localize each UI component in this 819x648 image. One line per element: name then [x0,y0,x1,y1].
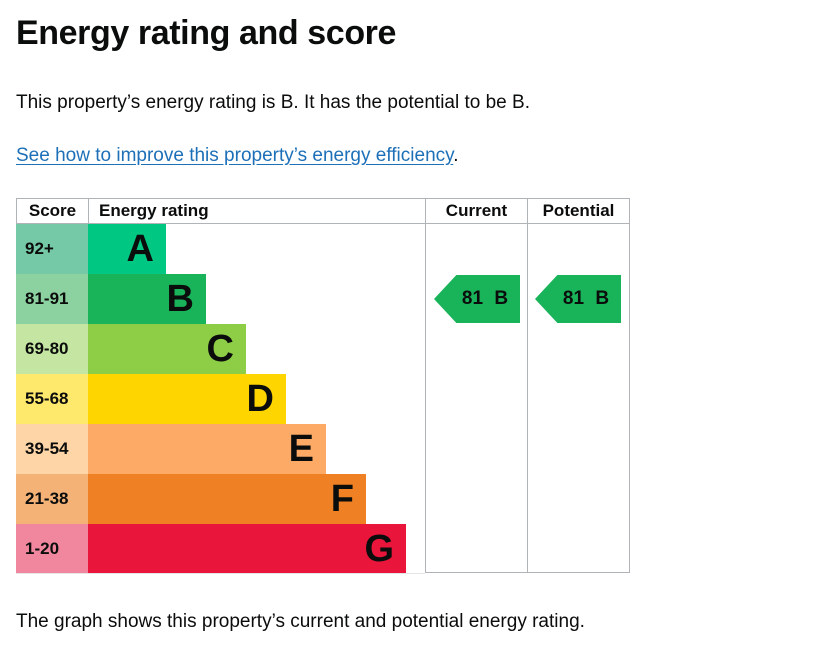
band-letter: C [206,328,234,370]
potential-rating-arrow: 81 B [535,275,621,323]
epc-band-row: 39-54 E [16,424,630,474]
result-columns-divider [527,224,528,572]
band-letter: B [166,278,194,320]
band-score-cell: 21-38 [16,474,88,524]
page-title: Energy rating and score [16,14,397,52]
improve-link-line: See how to improve this property’s energ… [16,145,459,167]
epc-band-row: 92+ A [16,224,630,274]
epc-chart-header: Score Energy rating Current Potential [16,198,630,224]
band-bar: C [88,324,246,374]
link-suffix: . [453,145,459,166]
band-letter: E [288,428,314,470]
epc-band-row: 81-91 B [16,274,630,324]
chart-baseline [16,573,425,574]
band-score-cell: 1-20 [16,524,88,574]
improve-energy-efficiency-link[interactable]: See how to improve this property’s energ… [16,145,454,166]
band-score-cell: 55-68 [16,374,88,424]
band-bar: D [88,374,286,424]
band-score-cell: 81-91 [16,274,88,324]
band-letter: G [364,528,394,570]
epc-rating-chart: Score Energy rating Current Potential 92… [16,198,630,574]
band-bar: B [88,274,206,324]
chart-caption: The graph shows this property’s current … [16,611,585,632]
band-score-cell: 92+ [16,224,88,274]
band-score-cell: 69-80 [16,324,88,374]
band-letter: F [330,478,354,520]
header-cell-current: Current [425,199,527,223]
header-cell-energy-rating: Energy rating [88,199,425,223]
potential-rating-label: 81 B [562,288,610,309]
epc-band-row: 55-68 D [16,374,630,424]
result-columns-grid [425,224,630,573]
epc-band-row: 21-38 F [16,474,630,524]
band-bar: E [88,424,326,474]
header-cell-potential: Potential [527,199,630,223]
band-bar: A [88,224,166,274]
epc-band-row: 69-80 C [16,324,630,374]
band-letter: D [246,378,274,420]
header-cell-score: Score [16,199,88,223]
band-letter: A [126,228,154,270]
epc-band-rows: 92+ A 81-91 B 69-80 C 55-68 D 39-54 E 21… [16,224,630,574]
epc-band-row: 1-20 G [16,524,630,574]
band-score-cell: 39-54 [16,424,88,474]
current-rating-label: 81 B [461,288,509,309]
intro-text: This property’s energy rating is B. It h… [16,92,530,113]
band-bar: F [88,474,366,524]
band-bar: G [88,524,406,574]
